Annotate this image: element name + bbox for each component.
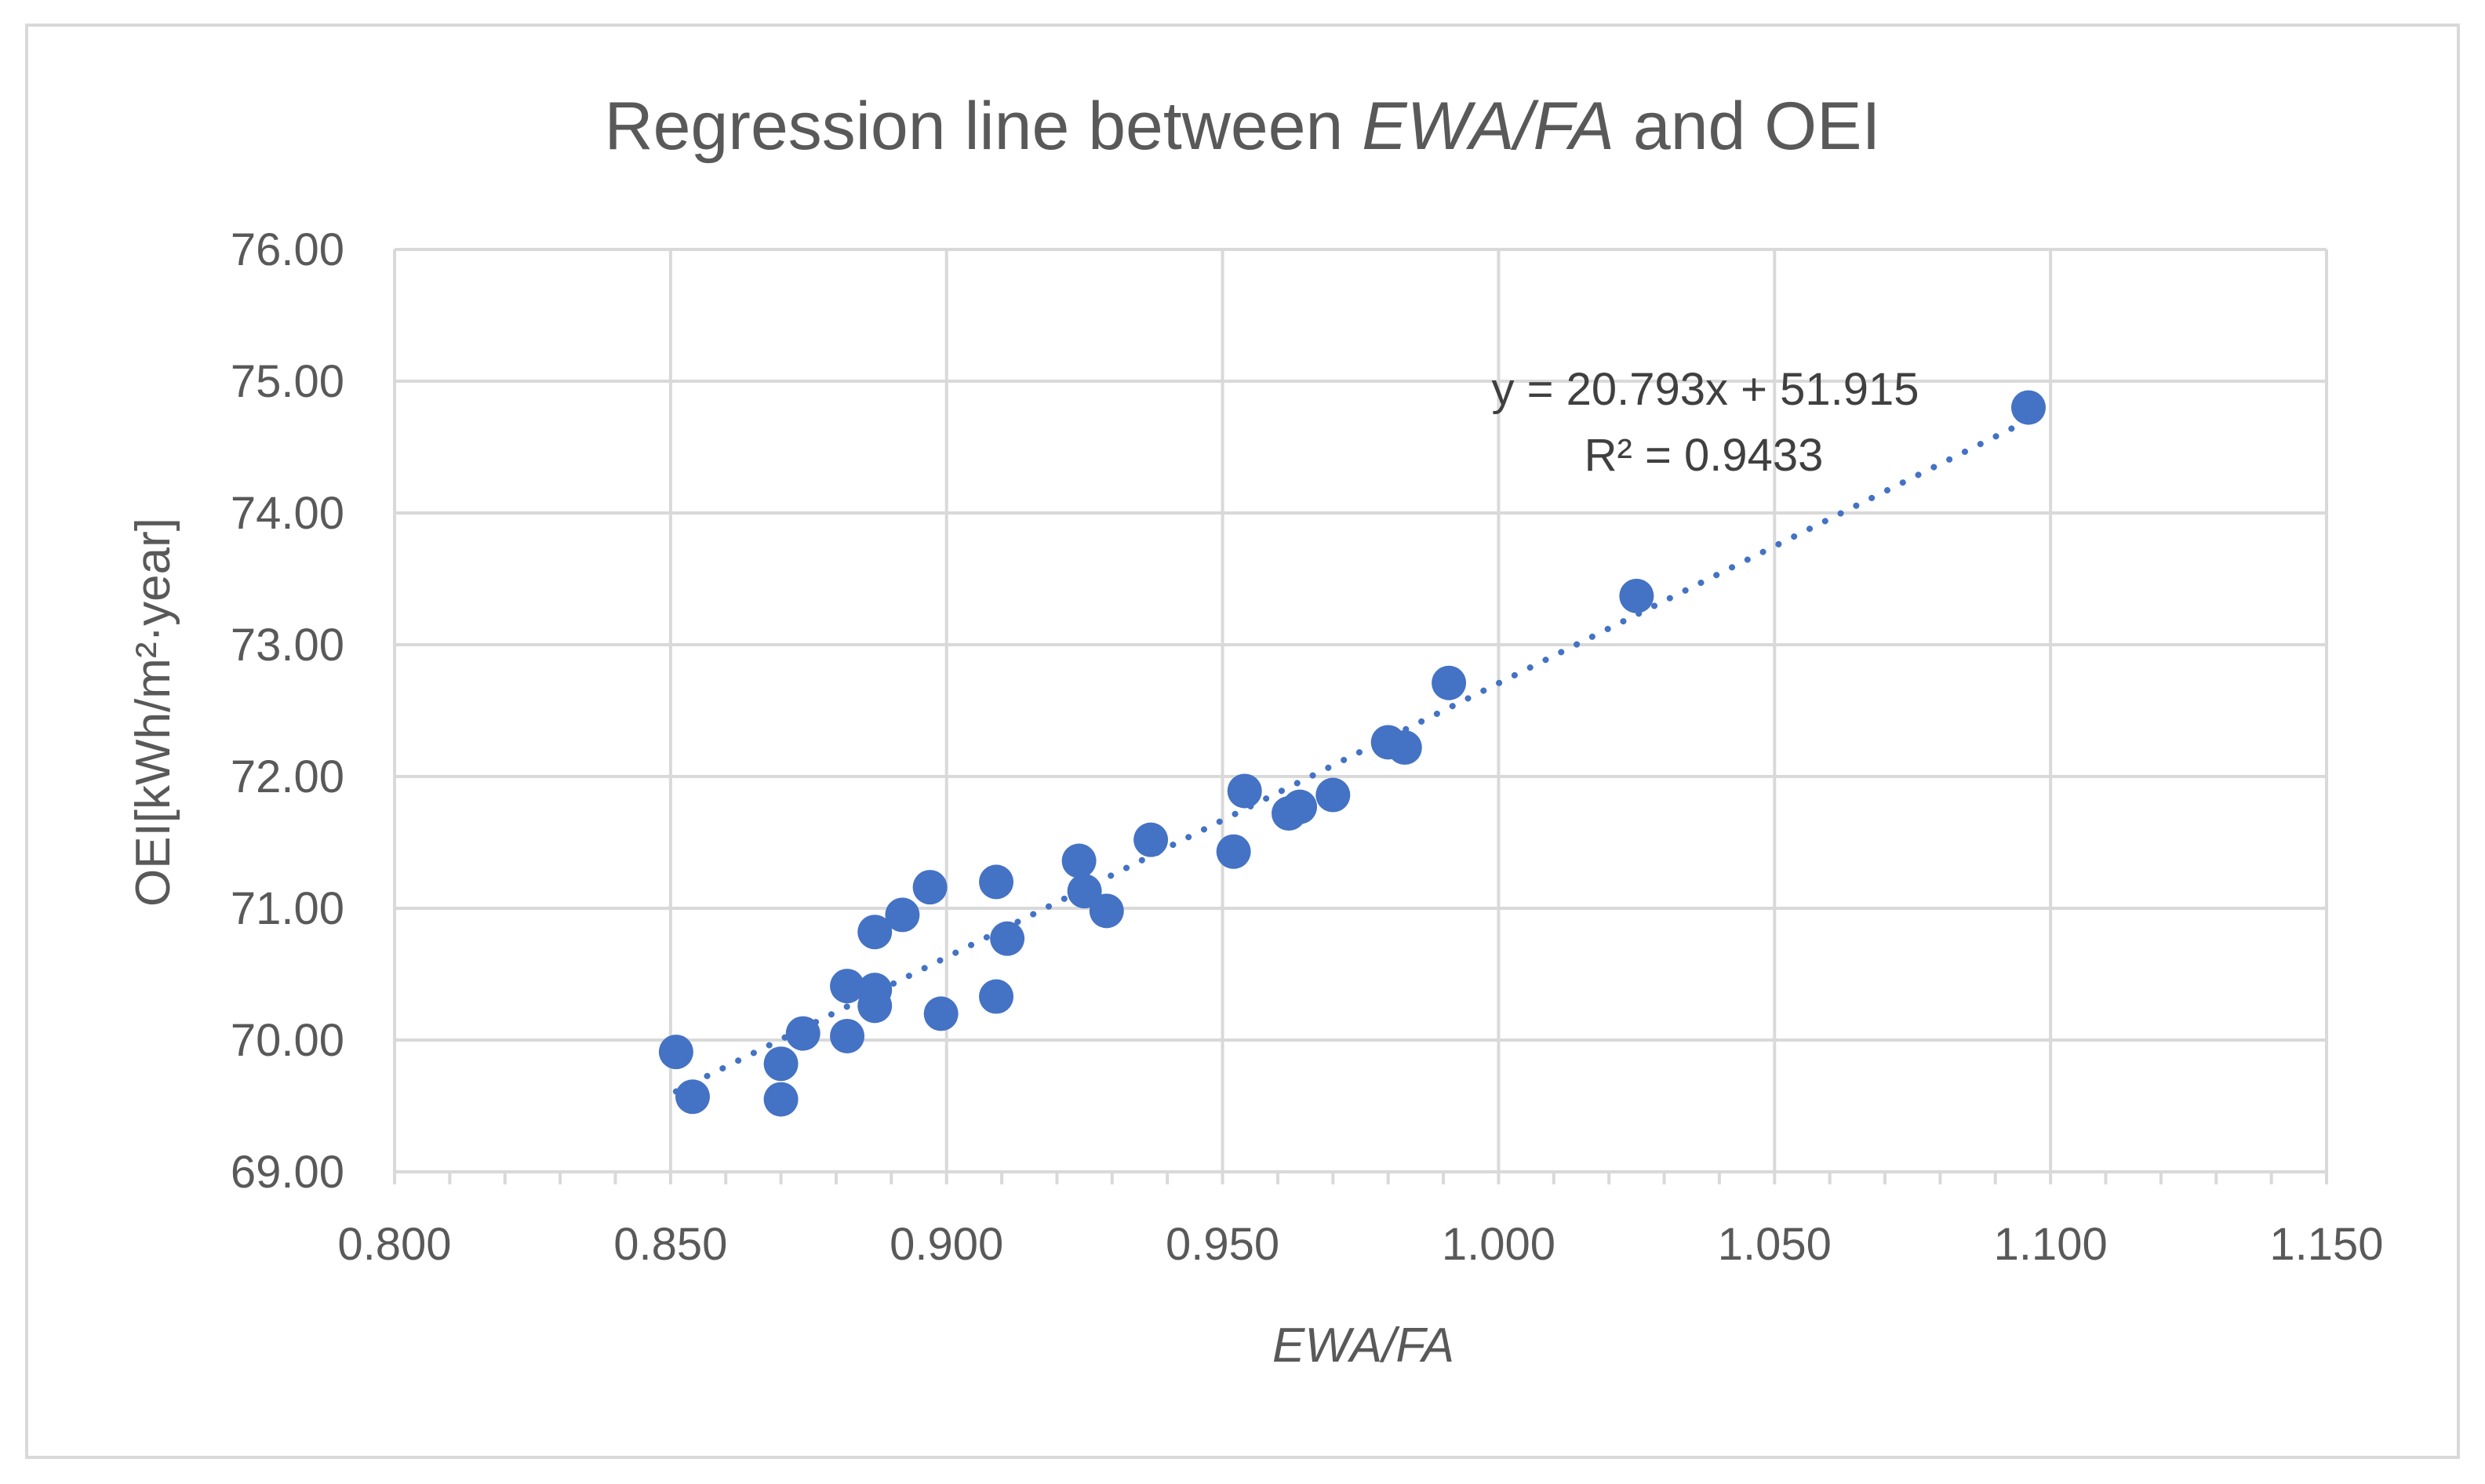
data-point-0-29 [2010, 390, 2046, 425]
data-point-0-2 [763, 1046, 799, 1082]
grid-lines [393, 248, 2328, 1173]
chart-border [25, 24, 2460, 1459]
y-tick-label-7: 76.00 [231, 224, 344, 275]
y-tick-label-4: 73.00 [231, 620, 344, 671]
x-tick-label-2: 0.900 [890, 1219, 1003, 1270]
x-tick-label-7: 1.150 [2269, 1219, 2383, 1270]
x-tick-label-5: 1.050 [1718, 1219, 1832, 1270]
y-tick-label-2: 71.00 [231, 883, 344, 934]
trendline-equation: y = 20.793x + 51.915 [1492, 364, 1919, 415]
data-point-0-15 [990, 921, 1025, 956]
data-point-0-9 [857, 915, 893, 950]
y-tick-label-0: 69.00 [231, 1147, 344, 1198]
chart-title-part-0: Regression line between [605, 89, 1363, 164]
chart-title: Regression line between EWA/FA and OEI [605, 89, 1881, 164]
data-point-0-19 [1133, 822, 1169, 857]
x-axis-tick-labels: 0.800 0.850 0.900 0.950 1.000 1.050 1.100 1.150 [337, 1219, 2383, 1270]
data-point-0-1 [675, 1079, 711, 1115]
x-tick-label-4: 1.000 [1442, 1219, 1555, 1270]
data-point-0-14 [979, 979, 1014, 1014]
data-point-0-24 [1315, 777, 1351, 813]
data-point-0-5 [830, 1018, 865, 1053]
data-point-0-8 [857, 988, 893, 1024]
x-tick-label-6: 1.100 [1994, 1219, 2108, 1270]
trendline-r-squared: R² = 0.9433 [1585, 430, 1824, 481]
data-points [658, 390, 2046, 1117]
data-point-0-10 [885, 897, 920, 933]
chart-title-part-1: EWA/FA [1362, 89, 1614, 164]
y-tick-label-3: 72.00 [231, 751, 344, 802]
y-axis-tick-labels: 69.00 70.00 71.00 72.00 73.00 74.00 75.00 76.00 [231, 224, 344, 1198]
x-tick-label-1: 0.850 [613, 1219, 727, 1270]
y-tick-label-6: 75.00 [231, 356, 344, 407]
data-point-0-4 [785, 1016, 820, 1051]
data-point-0-28 [1619, 578, 1654, 613]
data-point-0-12 [923, 996, 959, 1031]
data-point-0-21 [1227, 773, 1262, 809]
data-point-0-26 [1387, 730, 1422, 766]
data-point-0-20 [1216, 834, 1251, 869]
data-point-0-17 [1067, 874, 1102, 909]
y-tick-label-5: 74.00 [231, 488, 344, 539]
data-point-0-3 [763, 1082, 799, 1117]
data-point-0-27 [1432, 665, 1467, 700]
data-point-0-6 [830, 969, 865, 1004]
data-point-0-11 [912, 870, 948, 905]
x-tick-label-3: 0.950 [1166, 1219, 1279, 1270]
data-point-0-0 [658, 1035, 693, 1070]
data-point-0-16 [1061, 843, 1097, 878]
data-point-0-13 [979, 864, 1014, 900]
chart-title-part-2: and OEI [1614, 89, 1880, 164]
y-axis-title: OEI[kWh/m²·year] [126, 518, 180, 907]
data-point-0-18 [1089, 893, 1124, 929]
y-tick-label-1: 70.00 [231, 1015, 344, 1066]
x-tick-label-0: 0.800 [337, 1219, 451, 1270]
data-point-0-23 [1283, 789, 1318, 824]
x-axis-minor-ticks [393, 1172, 2328, 1184]
x-axis-title: EWA/FA [1272, 1319, 1454, 1373]
